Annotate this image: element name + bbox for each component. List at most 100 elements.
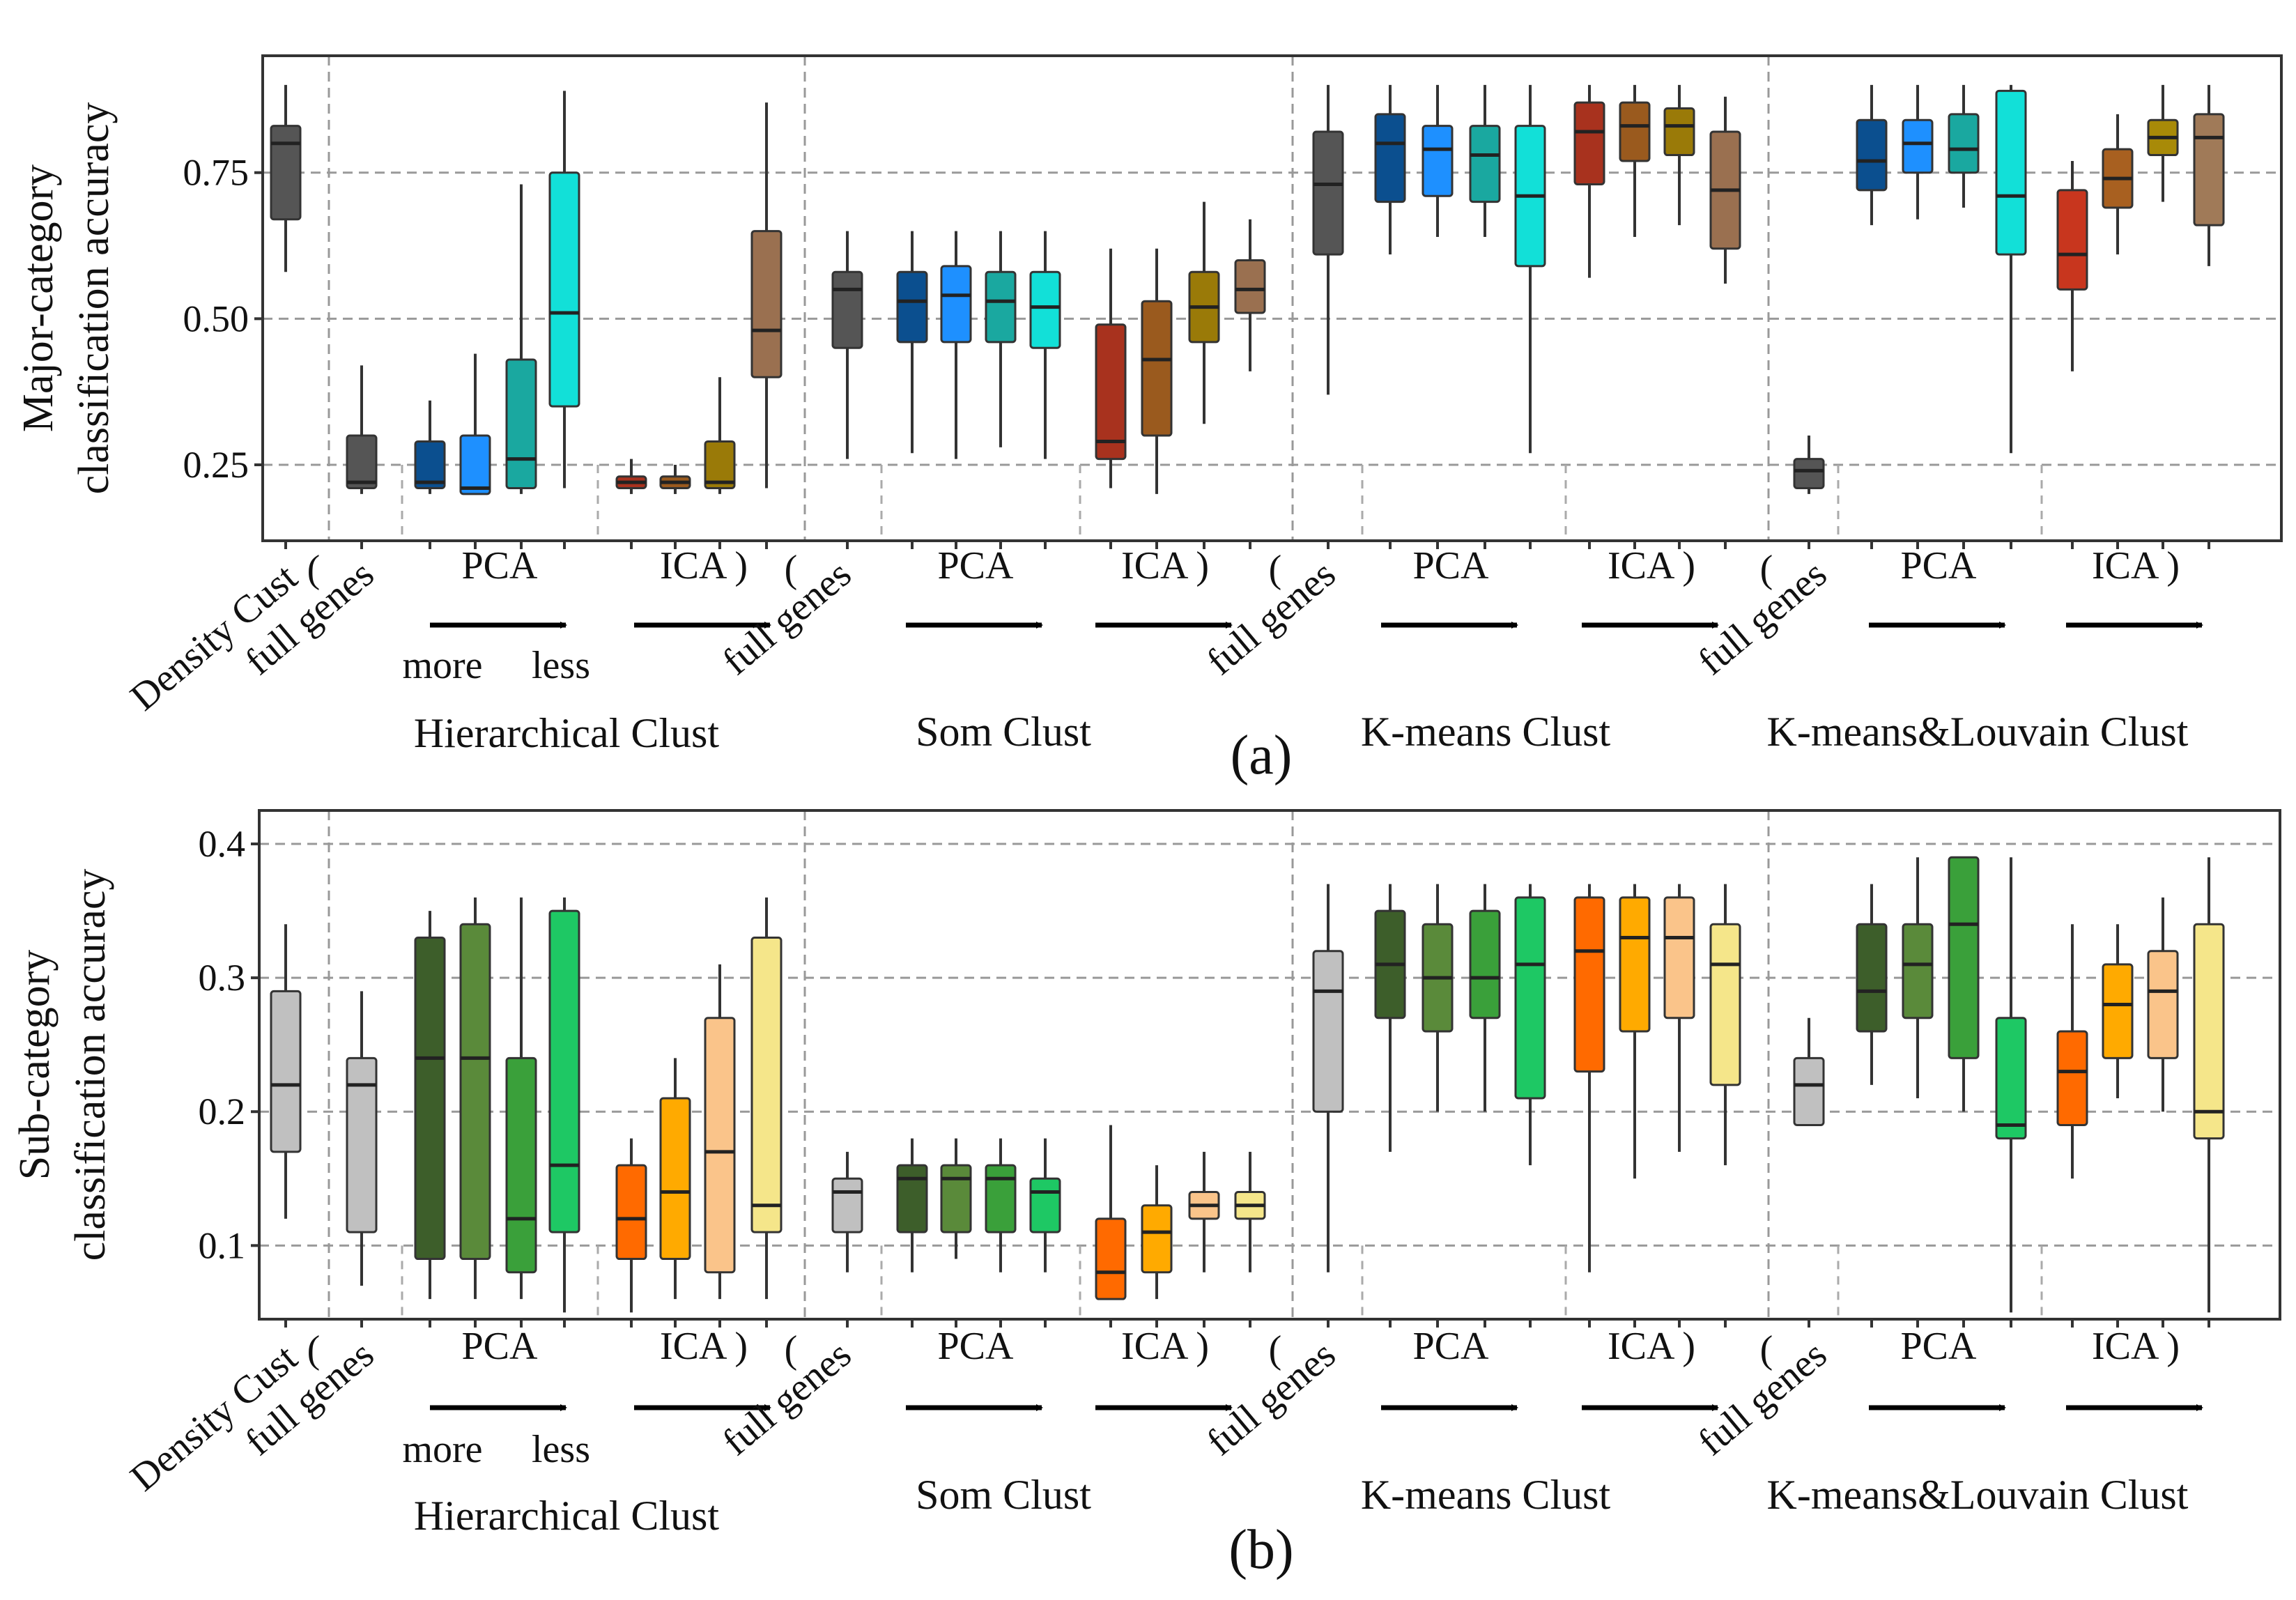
box — [1141, 300, 1173, 437]
box — [1856, 923, 1888, 1033]
x-label-pca: PCA — [938, 544, 1014, 587]
x-label-pca: PCA — [1413, 1325, 1489, 1368]
y-axis-label: Major-category — [15, 164, 62, 432]
box — [270, 990, 302, 1153]
x-label-ica: ICA ) — [1121, 544, 1209, 587]
box — [2102, 963, 2134, 1059]
box — [1312, 130, 1344, 256]
box — [1095, 1217, 1127, 1300]
box — [1902, 118, 1934, 174]
y-axis-label: Sub-category — [11, 950, 59, 1180]
y-tick-label: 0.2 — [199, 1091, 246, 1132]
x-label-pca: PCA — [938, 1325, 1014, 1368]
x-label-ica: ICA ) — [2092, 1325, 2180, 1368]
box — [1709, 923, 1741, 1086]
box — [1234, 259, 1266, 314]
box — [896, 1164, 928, 1233]
y-tick-label: 0.1 — [199, 1224, 246, 1266]
box — [1995, 1017, 2027, 1140]
box — [750, 937, 783, 1233]
box — [896, 270, 928, 344]
y-tick-label: 0.4 — [199, 823, 246, 865]
box — [1619, 896, 1651, 1033]
group-label: Som Clust — [916, 709, 1091, 755]
box — [1573, 896, 1605, 1073]
box — [1995, 89, 2027, 256]
box — [659, 1097, 691, 1261]
box — [940, 265, 972, 344]
box — [1663, 107, 1695, 157]
x-label-pca: PCA — [1901, 1325, 1977, 1368]
x-label-open-paren: ( — [1269, 1328, 1282, 1371]
box — [548, 909, 580, 1233]
box — [2056, 189, 2088, 291]
x-label-open-paren: ( — [785, 548, 798, 591]
x-label-open-paren: ( — [307, 1328, 321, 1371]
box — [270, 125, 302, 221]
box — [1948, 113, 1980, 174]
box — [2193, 923, 2225, 1140]
x-label-ica: ICA ) — [660, 544, 748, 587]
x-label-more: more — [402, 644, 482, 687]
box — [831, 270, 863, 349]
box — [1514, 896, 1546, 1100]
y-tick-label: 0.75 — [183, 152, 249, 194]
x-label-ica: ICA ) — [1121, 1325, 1209, 1368]
box — [1619, 101, 1651, 162]
y-axis-label: classification accuracy — [70, 102, 118, 495]
box — [2147, 950, 2179, 1059]
box — [459, 434, 491, 495]
box — [1029, 270, 1061, 349]
box — [1374, 113, 1406, 203]
x-label-pca: PCA — [462, 1325, 538, 1368]
x-label-ica: ICA ) — [1608, 1325, 1695, 1368]
box — [1902, 923, 1934, 1020]
box — [1793, 1056, 1825, 1126]
box — [1856, 118, 1888, 192]
x-label-pca: PCA — [462, 544, 538, 587]
box — [704, 440, 736, 490]
box — [459, 923, 491, 1261]
group-label: K-means&Louvain Clust — [1767, 709, 2189, 755]
box — [750, 230, 783, 378]
box — [615, 1164, 647, 1261]
box — [505, 1056, 537, 1274]
group-label: Som Clust — [916, 1472, 1091, 1518]
x-label-more: more — [402, 1428, 482, 1471]
box — [1095, 323, 1127, 461]
box — [414, 937, 446, 1261]
box — [346, 1056, 378, 1233]
box — [548, 171, 580, 408]
x-label-open-paren: ( — [1760, 1328, 1773, 1371]
box — [1469, 909, 1501, 1020]
x-label-pca: PCA — [1413, 544, 1489, 587]
group-label: Hierarchical Clust — [414, 710, 719, 756]
box — [2193, 113, 2225, 226]
x-label-pca: PCA — [1901, 544, 1977, 587]
x-label-open-paren: ( — [1760, 548, 1773, 591]
x-label-ica: ICA ) — [2092, 544, 2180, 587]
plot-frame — [261, 54, 2283, 542]
box — [1663, 896, 1695, 1020]
box — [1421, 125, 1454, 197]
box — [1312, 950, 1344, 1113]
y-tick-label: 0.50 — [183, 298, 249, 339]
box — [1948, 856, 1980, 1059]
box — [1793, 458, 1825, 490]
panel-label: (a) — [1231, 725, 1293, 786]
box — [2056, 1030, 2088, 1126]
box — [346, 434, 378, 490]
y-axis-label: classification accuracy — [67, 869, 114, 1261]
plot-frame — [258, 809, 2281, 1321]
box — [985, 270, 1017, 344]
x-label-open-paren: ( — [307, 548, 321, 591]
y-tick-label: 0.3 — [199, 957, 246, 999]
x-label-less: less — [532, 644, 590, 687]
x-label-ica: ICA ) — [1608, 544, 1695, 587]
box — [831, 1177, 863, 1233]
box — [1469, 125, 1501, 203]
x-label-open-paren: ( — [785, 1328, 798, 1371]
box — [1029, 1177, 1061, 1233]
group-label: Hierarchical Clust — [414, 1493, 719, 1539]
